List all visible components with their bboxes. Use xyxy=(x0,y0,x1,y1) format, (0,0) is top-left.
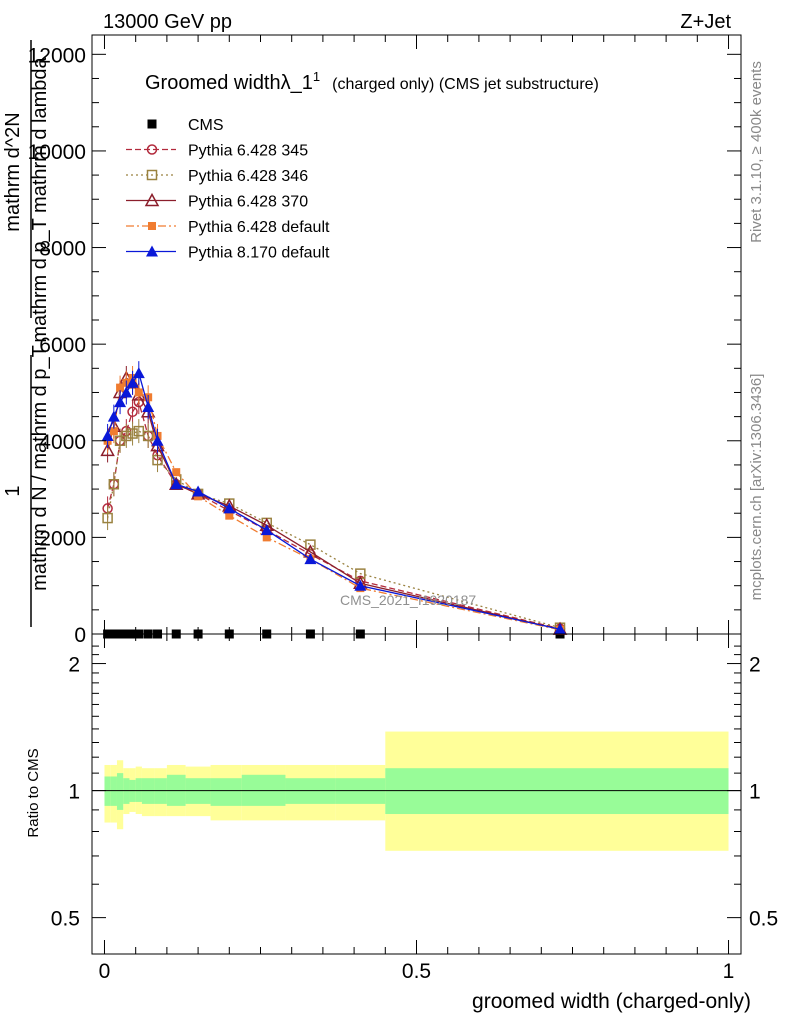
legend-label: Pythia 6.428 346 xyxy=(188,168,308,185)
data-point xyxy=(151,434,164,446)
x-tick-label: 0 xyxy=(99,960,111,983)
y-label-line-1: 1 xyxy=(2,485,24,496)
data-point xyxy=(142,400,155,412)
y-tick-label: 6000 xyxy=(39,334,86,357)
y-tick-label: 10000 xyxy=(28,141,86,164)
data-point xyxy=(134,388,143,397)
y-label-line-4: mathrm d p_T mathrm d lambda xyxy=(29,56,51,342)
upper-axes: 0 2000 4000 6000 8000 10000 12000 xyxy=(28,35,741,647)
data-point xyxy=(147,119,157,129)
y-tick-label: 2000 xyxy=(39,527,86,550)
data-point xyxy=(354,579,367,591)
mcplots-label: mcplots.cern.ch [arXiv:1306.3436] xyxy=(748,374,765,601)
y-tick-label: 4000 xyxy=(39,431,86,454)
ratio-tick-label-right: 0.5 xyxy=(749,908,778,931)
y-label-line-3: mathrm d^2N xyxy=(2,112,24,231)
watermark: CMS_2021_I1920187 xyxy=(340,592,476,608)
series-line xyxy=(107,376,561,631)
data-point xyxy=(260,524,273,536)
upper-panel: 0 2000 4000 6000 8000 10000 12000 Groomed widt… xyxy=(2,34,742,647)
data-point xyxy=(146,144,158,155)
process-label: Z+Jet xyxy=(680,11,731,33)
ratio-tick-label-right: 2 xyxy=(749,654,761,677)
x-tick-label: 0.5 xyxy=(402,960,431,983)
data-point xyxy=(223,502,236,514)
data-point xyxy=(170,478,183,490)
series-line xyxy=(106,371,561,630)
band-segment xyxy=(104,776,111,806)
x-axis-label: groomed width (charged-only) xyxy=(472,990,751,1013)
data-point xyxy=(121,430,132,442)
legend: CMS Pythia 6.428 345 Pythia 6.428 346 Pythi… xyxy=(126,117,330,262)
upper-y-axis-label: 1 mathrm d N / mathrm d p_T mathrm d^2N … xyxy=(2,40,51,627)
data-point xyxy=(127,406,138,418)
lower-marks xyxy=(92,731,741,851)
data-point xyxy=(142,430,154,442)
data-point xyxy=(132,367,145,379)
data-point xyxy=(146,169,158,181)
band-segment xyxy=(210,778,242,806)
series-2 xyxy=(102,419,566,633)
chart-title-sup: 1 xyxy=(313,69,320,84)
band-segment xyxy=(385,768,729,815)
data-point xyxy=(100,442,115,457)
band-segment xyxy=(116,773,124,810)
series-1 xyxy=(102,390,566,634)
x-tick-label: 1 xyxy=(723,960,735,983)
data-point xyxy=(120,386,133,398)
band-segment xyxy=(135,778,142,802)
legend-label: Pythia 6.428 345 xyxy=(188,143,308,160)
ratio-axis-label: Ratio to CMS xyxy=(25,748,42,837)
data-point xyxy=(126,376,139,388)
data-point xyxy=(116,383,125,392)
ratio-tick-label: 2 xyxy=(68,654,80,677)
band-segment xyxy=(110,776,117,806)
legend-label: Pythia 6.428 370 xyxy=(188,194,308,211)
legend-label: Pythia 6.428 default xyxy=(188,219,330,236)
data-point xyxy=(146,245,158,257)
y-tick-label: 12000 xyxy=(28,44,86,67)
data-point xyxy=(305,539,316,550)
data-point xyxy=(101,429,114,441)
ratio-tick-label: 0.5 xyxy=(51,908,80,931)
series-line xyxy=(106,430,561,629)
data-point xyxy=(148,222,156,230)
chart-title-main: Groomed widthλ_1 xyxy=(145,72,313,94)
rivet-label: Rivet 3.1.10, ≥ 400k events xyxy=(748,61,765,243)
data-point xyxy=(554,623,567,635)
data-point xyxy=(114,396,127,408)
y-tick-label: 8000 xyxy=(39,238,86,261)
data-point xyxy=(108,479,120,490)
data-point xyxy=(127,428,138,439)
lower-panel: 0.5 0.5 1 1 2 2 0 0.5 1 Ratio to CMS groomed wid… xyxy=(25,633,778,1013)
y-tick-label: 0 xyxy=(74,624,86,647)
data-point xyxy=(144,192,160,207)
data-point xyxy=(107,410,120,422)
data-point xyxy=(304,553,317,565)
ratio-tick-label-right: 1 xyxy=(749,781,761,804)
series-line xyxy=(106,376,561,630)
chart-title-rest: (charged only) (CMS jet substructure) xyxy=(332,76,599,93)
data-point xyxy=(262,533,271,542)
data-point xyxy=(192,485,205,497)
data-point xyxy=(225,511,234,520)
chart-title: Groomed widthλ_11 (charged only) (CMS jet… xyxy=(145,69,599,94)
legend-label: CMS xyxy=(188,117,224,134)
series-line xyxy=(106,400,561,630)
legend-label: Pythia 8.170 default xyxy=(188,245,330,262)
series-5 xyxy=(101,361,567,635)
y-label-line-2: mathrm d N / mathrm d p_T xyxy=(29,345,51,591)
data-point xyxy=(172,468,181,477)
energy-label: 13000 GeV pp xyxy=(103,11,232,33)
lower-axes: 0.5 0.5 1 1 2 2 0 0.5 1 xyxy=(51,634,778,983)
upper-marks xyxy=(100,361,568,639)
ratio-tick-label: 1 xyxy=(68,781,80,804)
data-point xyxy=(109,427,118,436)
series-3 xyxy=(100,365,568,635)
data-point xyxy=(102,512,113,524)
series-4 xyxy=(103,365,565,634)
